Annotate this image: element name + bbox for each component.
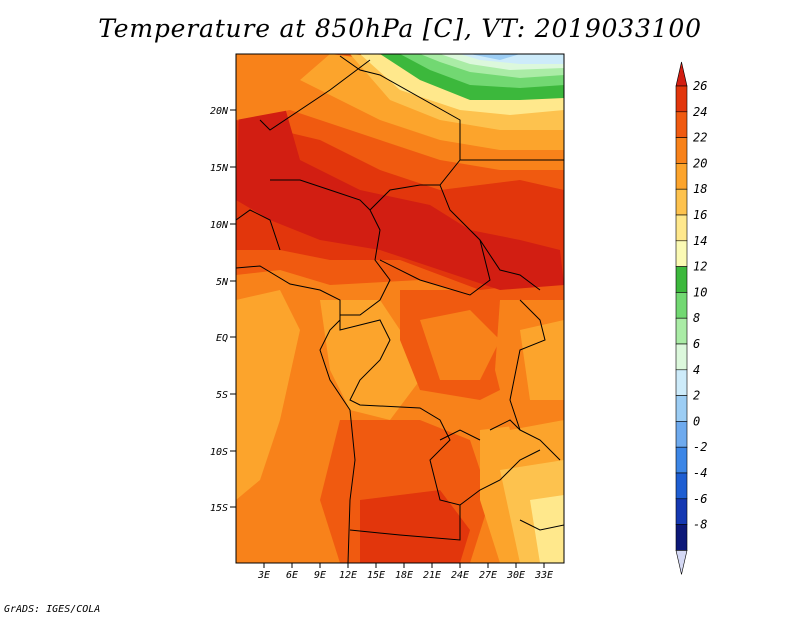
colorbar-label: -6 xyxy=(693,492,707,506)
colorbar-label: 2 xyxy=(693,389,700,403)
colorbar-label: 20 xyxy=(693,156,707,170)
colorbar-label: -8 xyxy=(693,518,707,532)
colorbar-cap-top xyxy=(675,61,688,87)
colorbar-label: 22 xyxy=(693,131,707,145)
colorbar-swatch xyxy=(675,188,688,216)
colorbar-label: 10 xyxy=(693,285,707,299)
lon-tick-label: 3E xyxy=(257,570,270,581)
colorbar-label: 14 xyxy=(693,234,707,248)
colorbar-swatch xyxy=(675,292,688,319)
map-frame xyxy=(235,53,565,564)
lon-tick-label: 33E xyxy=(534,570,553,581)
colorbar-label: 6 xyxy=(693,337,700,351)
lat-tick-label: 5N xyxy=(216,277,229,288)
colorbar-label: 24 xyxy=(693,105,707,119)
lat-tick-label: 20N xyxy=(210,106,229,117)
longitude-axis: 3E 6E 9E 12E 15E 18E 21E 24E 27E 30E 33E xyxy=(257,563,553,581)
colorbar-swatch xyxy=(675,395,688,422)
lat-tick-label: 15S xyxy=(210,503,228,514)
colorbar-label: 26 xyxy=(693,79,707,93)
colorbar-swatch xyxy=(675,163,688,190)
lat-tick-label: 15N xyxy=(210,163,229,174)
lat-tick-label: 10N xyxy=(210,220,229,231)
lat-tick-label: 5S xyxy=(216,390,228,401)
lon-tick-label: 6E xyxy=(286,570,298,581)
colorbar-swatch xyxy=(675,446,688,474)
lon-tick-label: 30E xyxy=(506,570,525,581)
colorbar-cap-bottom xyxy=(675,550,688,575)
lon-tick-label: 9E xyxy=(314,570,326,581)
colorbar-swatch xyxy=(675,137,688,164)
colorbar-swatch xyxy=(675,111,688,138)
colorbar-label: -2 xyxy=(693,440,707,454)
colorbar-swatch xyxy=(675,317,688,345)
lon-tick-label: 15E xyxy=(367,570,385,581)
colorbar-swatch xyxy=(675,214,688,242)
colorbar-swatch xyxy=(675,343,688,371)
lon-tick-label: 24E xyxy=(451,570,469,581)
lon-tick-label: 21E xyxy=(423,570,441,581)
colorbar-label: 12 xyxy=(693,260,707,274)
colorbar-swatch xyxy=(675,266,688,293)
credit-label: GrADS: IGES/COLA xyxy=(4,604,101,615)
colorbar-swatch xyxy=(675,240,688,267)
lon-tick-label: 18E xyxy=(395,570,413,581)
colorbar-swatch xyxy=(675,369,688,396)
colorbar-swatch xyxy=(675,472,688,500)
colorbar-label: 4 xyxy=(693,363,700,377)
lat-tick-label: 10S xyxy=(210,447,228,458)
lon-tick-label: 27E xyxy=(479,570,497,581)
colorbar-label: 16 xyxy=(693,208,707,222)
latitude-axis: 20N 15N 10N 5N EQ 5S 10S 15S xyxy=(210,106,236,514)
colorbar-swatch xyxy=(675,421,688,448)
colorbar-swatch xyxy=(675,498,688,525)
country-borders xyxy=(236,55,564,563)
lon-tick-label: 12E xyxy=(339,570,357,581)
colorbar-label: 18 xyxy=(693,182,707,196)
colorbar-label: 8 xyxy=(693,311,700,325)
temperature-field xyxy=(236,54,564,563)
lat-tick-label: EQ xyxy=(216,333,228,344)
colorbar-swatch xyxy=(675,85,688,113)
chart-title: Temperature at 850hPa [C], VT: 201903310… xyxy=(98,14,702,43)
colorbar-label: -4 xyxy=(693,466,707,480)
colorbar-label: 0 xyxy=(693,414,700,428)
colorbar-swatch xyxy=(675,524,688,551)
